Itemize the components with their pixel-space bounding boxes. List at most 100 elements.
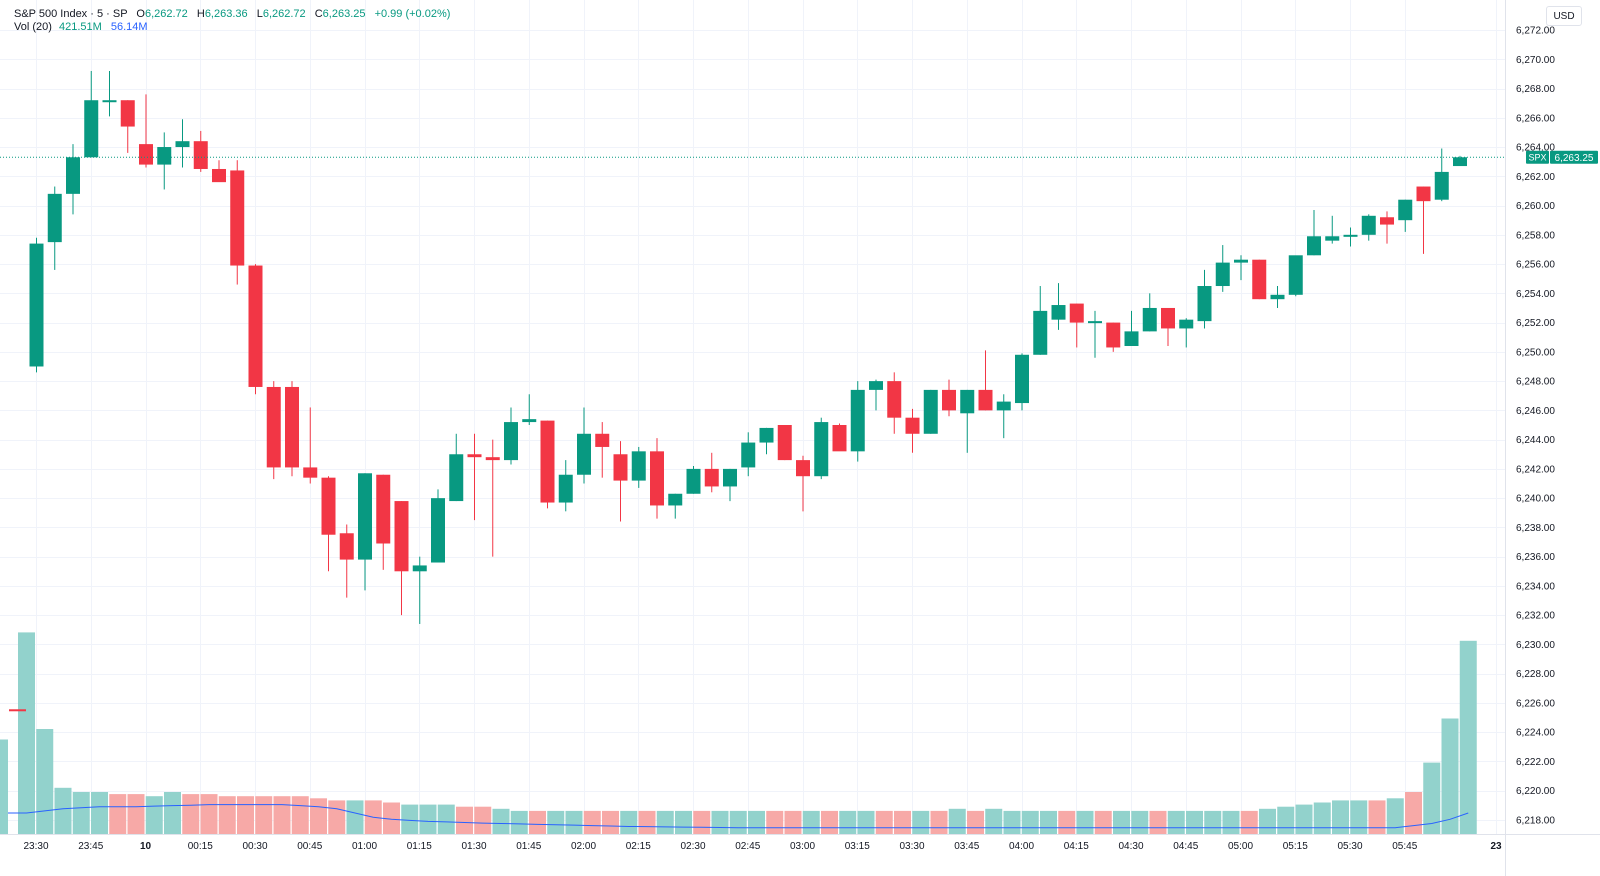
volume-bar (1332, 800, 1349, 834)
volume-bar (1259, 808, 1276, 834)
candle-body (887, 381, 902, 418)
volume-bar (109, 794, 127, 834)
x-tick-label: 01:15 (407, 841, 432, 852)
candle-body (394, 501, 409, 572)
candle-body (595, 433, 610, 447)
candle-body (212, 168, 226, 183)
candle-body (84, 100, 99, 158)
x-tick-label: 03:30 (899, 841, 924, 852)
candle (193, 130, 208, 172)
candle (850, 381, 865, 462)
candle-body (1069, 303, 1084, 323)
x-tick-label: 10 (140, 841, 152, 852)
low-value: 6,262.72 (262, 8, 306, 20)
y-tick-label: 6,224.00 (1516, 728, 1555, 739)
y-tick-label: 6,234.00 (1516, 581, 1555, 592)
volume-bar (1240, 810, 1258, 834)
volume-bar (748, 810, 765, 834)
volume-bar (948, 808, 966, 834)
candle (1179, 318, 1194, 348)
candle (120, 100, 135, 153)
volume-ma-value: 56.14M (110, 21, 148, 33)
volume-bar (529, 810, 546, 834)
candle (1142, 293, 1157, 332)
volume-bar (839, 810, 857, 834)
candle (358, 473, 372, 591)
candle-body (321, 477, 336, 535)
candle-body (412, 565, 427, 572)
candle-body (29, 243, 44, 367)
volume-bar (1186, 810, 1203, 834)
y-tick-label: 6,220.00 (1516, 786, 1555, 797)
candle (686, 465, 701, 494)
volume-bar (1040, 810, 1057, 834)
volume-bar (510, 810, 528, 834)
candle (84, 70, 99, 158)
candle (522, 394, 537, 425)
y-tick-label: 6,226.00 (1516, 698, 1555, 709)
candle (412, 556, 427, 624)
candle-body (504, 422, 518, 461)
volume-bar (127, 794, 145, 834)
volume-bar (930, 810, 948, 834)
x-tick-label: 00:30 (242, 841, 267, 852)
y-tick-label: 6,242.00 (1516, 464, 1555, 475)
candle (449, 433, 464, 502)
x-tick-label: 05:30 (1337, 841, 1362, 852)
x-tick-label: 05:00 (1228, 841, 1253, 852)
y-tick-label: 6,266.00 (1516, 113, 1555, 124)
candle-body (1453, 157, 1467, 167)
candle (1343, 227, 1358, 247)
candle-series (9, 70, 1467, 712)
volume-bar (821, 810, 838, 834)
volume-bar (693, 810, 711, 834)
volume-bar (729, 810, 747, 834)
volume-bar (401, 804, 419, 834)
volume-label[interactable]: Vol (20) (14, 21, 52, 33)
candle (504, 407, 518, 465)
time-axis[interactable]: 23:30 23:45 10 00:15 00:30 00:45 01:00 01:15 01:… (23, 841, 1502, 852)
x-tick-label: 00:15 (188, 841, 213, 852)
currency-button[interactable]: USD (1546, 6, 1582, 26)
volume-bar (967, 810, 984, 834)
volume-bar (1003, 810, 1021, 834)
x-tick-label: 01:45 (516, 841, 541, 852)
candle (1361, 214, 1376, 241)
y-tick-label: 6,262.00 (1516, 172, 1555, 183)
price-axis[interactable]: 6,218.00 6,220.00 6,222.00 6,224.00 6,226.00… (1516, 26, 1555, 827)
candle-body (1124, 331, 1139, 346)
volume-bar (1222, 810, 1240, 834)
volume-bar (437, 804, 455, 834)
y-tick-label: 6,244.00 (1516, 435, 1555, 446)
candle (248, 264, 263, 395)
candle (1288, 255, 1303, 297)
candle-body (1142, 307, 1157, 332)
candle (1398, 199, 1413, 232)
volume-bar (1094, 810, 1112, 834)
candle-body (1051, 305, 1066, 320)
candle-body (540, 420, 555, 503)
volume-bar (1167, 810, 1185, 834)
volume-bar (711, 810, 729, 834)
candle (540, 420, 555, 509)
candle-body (485, 457, 500, 461)
volume-bar (602, 810, 619, 834)
candle (1252, 259, 1267, 300)
candle (887, 372, 902, 434)
volume-bar (1076, 810, 1094, 834)
candle-body (1106, 322, 1121, 348)
candle (1124, 310, 1139, 346)
candle-body (814, 422, 829, 477)
volume-bar (1350, 800, 1368, 834)
symbol-label[interactable]: S&P 500 Index · 5 · SP (14, 8, 128, 20)
candle (266, 381, 281, 480)
volume-bar (1313, 802, 1331, 834)
volume-bar (620, 810, 638, 834)
volume-bar (565, 810, 583, 834)
candle (960, 389, 975, 453)
candle-body (47, 193, 62, 243)
candle-body (266, 386, 281, 468)
candle-body (905, 417, 920, 434)
candle-body (522, 419, 537, 423)
